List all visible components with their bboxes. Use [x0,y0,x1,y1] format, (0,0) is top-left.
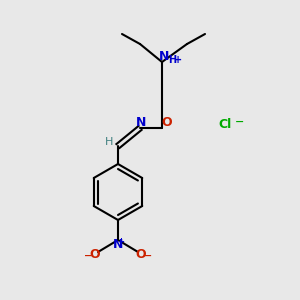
Text: N: N [159,50,169,62]
Text: O: O [162,116,172,128]
Text: −: − [235,117,245,127]
Text: O: O [136,248,146,262]
Text: N: N [136,116,146,130]
Text: H: H [105,137,113,147]
Text: +: + [118,238,124,247]
Text: Cl: Cl [218,118,232,131]
Text: −: − [84,251,92,261]
Text: O: O [90,248,100,262]
Text: N: N [113,238,123,250]
Text: H: H [168,55,176,65]
Text: +: + [174,55,182,65]
Text: −: − [144,251,152,261]
